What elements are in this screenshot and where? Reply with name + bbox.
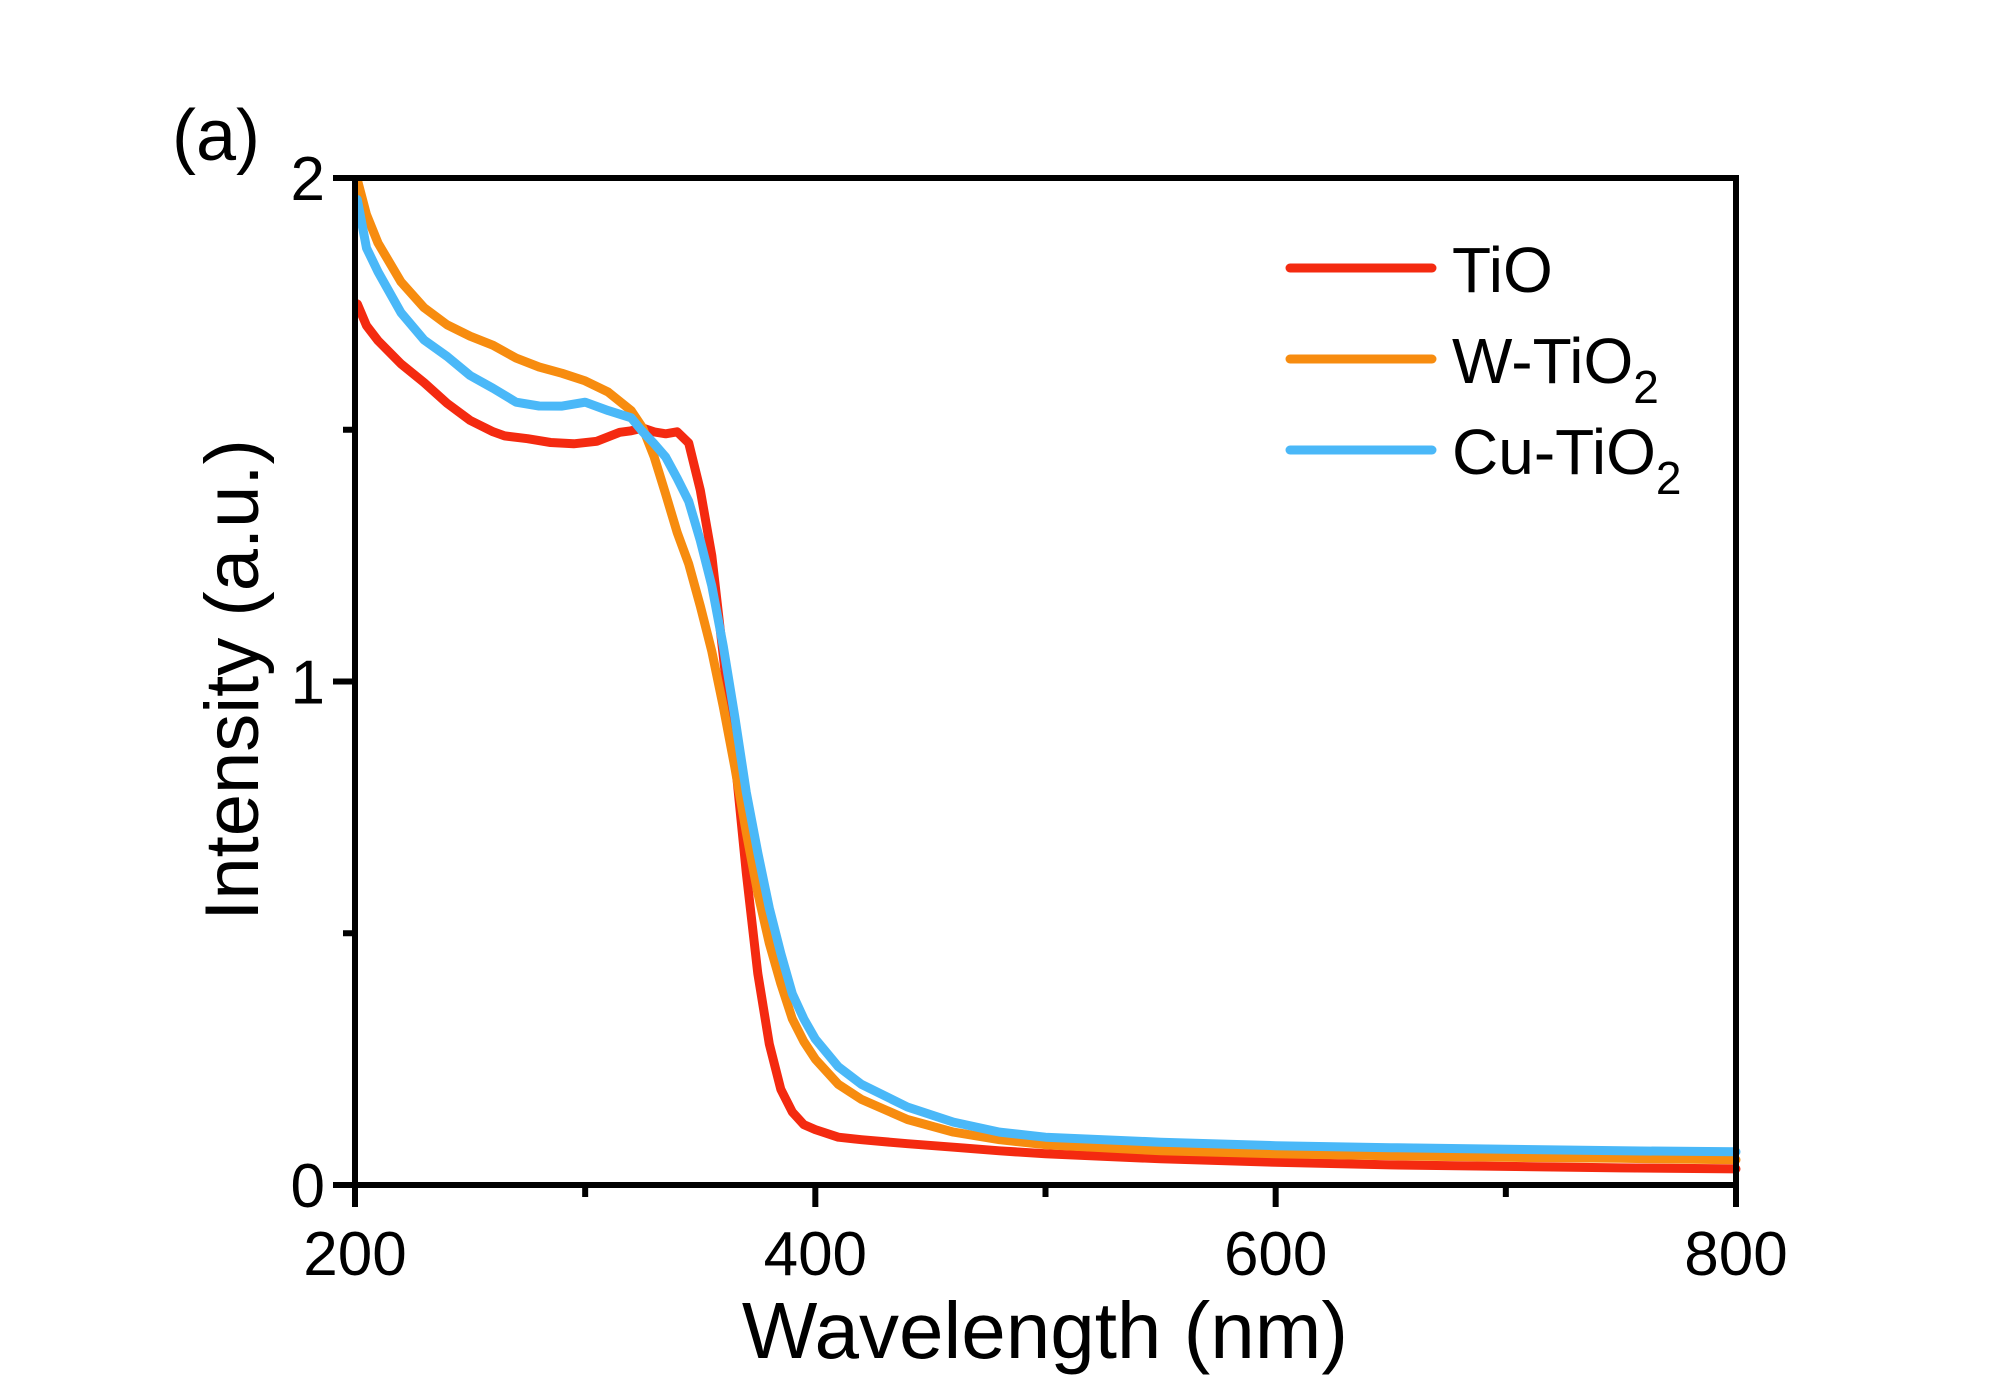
series-line-tio bbox=[352, 299, 1741, 1174]
y-axis-title: Intensity (a.u.) bbox=[190, 439, 275, 921]
legend-label: W-TiO2 bbox=[1452, 325, 1659, 413]
x-tick-label: 600 bbox=[1224, 1220, 1327, 1289]
series-line-cu-tio2 bbox=[352, 195, 1741, 1157]
y-tick-label: 1 bbox=[291, 649, 325, 718]
y-tick-label: 2 bbox=[291, 145, 325, 214]
x-axis-title: Wavelength (nm) bbox=[742, 1286, 1348, 1375]
panel-label: (a) bbox=[172, 96, 260, 176]
legend-label: TiO bbox=[1452, 234, 1553, 306]
ticks-layer: 200 400 600 800 0 1 2 bbox=[291, 145, 1788, 1289]
x-tick-label: 800 bbox=[1684, 1220, 1787, 1289]
legend-item: W-TiO2 bbox=[1285, 325, 1659, 413]
x-tick-label: 400 bbox=[764, 1220, 867, 1289]
series-layer bbox=[352, 175, 1741, 1174]
legend-label: Cu-TiO2 bbox=[1452, 416, 1681, 504]
y-tick-label: 0 bbox=[291, 1152, 325, 1221]
legend-item: TiO bbox=[1285, 234, 1553, 306]
series-line-w-tio2 bbox=[352, 175, 1741, 1165]
legend-item: Cu-TiO2 bbox=[1285, 416, 1681, 504]
x-tick-label: 200 bbox=[303, 1220, 406, 1289]
